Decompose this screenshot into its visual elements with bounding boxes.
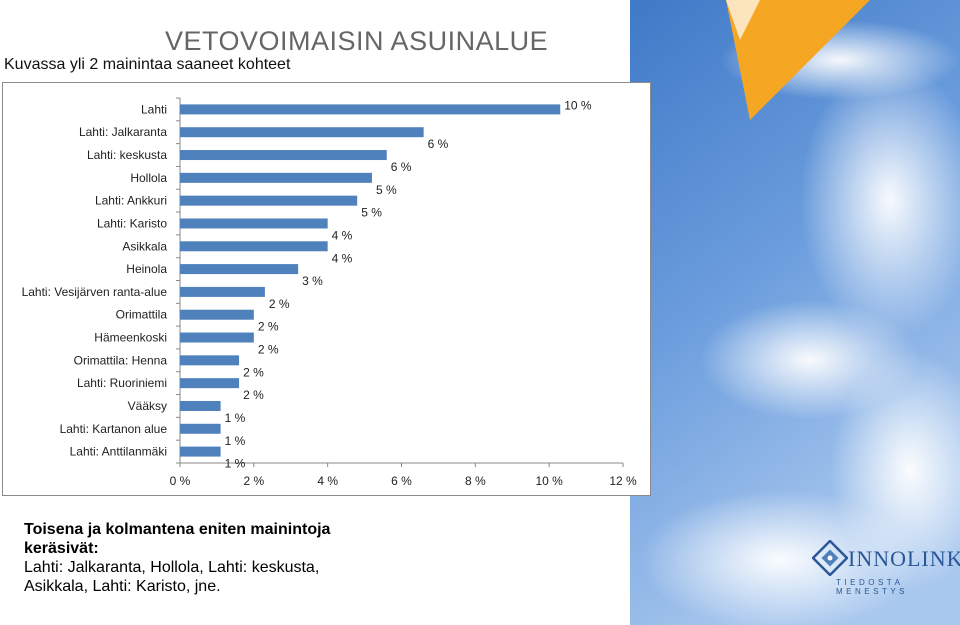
- category-label: Orimattila: [116, 308, 168, 322]
- category-label: Vääksy: [128, 399, 167, 413]
- bar: [180, 378, 240, 389]
- data-label: 2 %: [258, 343, 279, 357]
- category-label: Orimattila: Henna: [74, 353, 168, 367]
- slide-title: VETOVOIMAISIN ASUINALUE: [165, 26, 549, 56]
- category-label: Heinola: [126, 262, 167, 276]
- category-label: Lahti: Kartanon alue: [60, 422, 168, 436]
- x-tick-label: 2 %: [243, 474, 264, 488]
- bar: [180, 241, 328, 252]
- data-label: 2 %: [258, 320, 279, 334]
- bar: [180, 400, 221, 411]
- x-tick-label: 10 %: [535, 474, 563, 488]
- category-label: Lahti: Ruoriniemi: [77, 376, 167, 390]
- data-label: 5 %: [376, 183, 397, 197]
- data-label: 2 %: [243, 388, 264, 402]
- x-tick-label: 4 %: [317, 474, 338, 488]
- bar: [180, 309, 254, 320]
- bar: [180, 104, 561, 115]
- bar: [180, 355, 240, 366]
- logo-name: INNOLINK: [848, 546, 960, 571]
- bar: [180, 218, 328, 229]
- bar: [180, 172, 372, 183]
- category-label: Lahti: keskusta: [87, 148, 167, 162]
- data-label: 3 %: [302, 274, 323, 288]
- sky-background-image: [630, 0, 960, 625]
- x-tick-label: 8 %: [465, 474, 486, 488]
- category-label: Lahti: Jalkaranta: [79, 125, 167, 139]
- x-tick-label: 6 %: [391, 474, 412, 488]
- category-label: Lahti: Ankkuri: [95, 194, 167, 208]
- category-label: Lahti: Vesijärven ranta-alue: [22, 285, 168, 299]
- category-label: Lahti: [141, 102, 167, 116]
- data-label: 1 %: [225, 411, 246, 425]
- footer-note-heading: Toisena ja kolmantena eniten mainintoja …: [24, 521, 331, 557]
- category-label: Hollola: [130, 171, 167, 185]
- bar: [180, 264, 299, 275]
- data-label: 1 %: [225, 434, 246, 448]
- data-label: 4 %: [332, 228, 353, 242]
- slide-subtitle: Kuvassa yli 2 mainintaa saaneet kohteet: [4, 56, 291, 73]
- x-tick-label: 0 %: [170, 474, 191, 488]
- bar-chart: 0 % 2 % 4 % 6 % 8 % 10 % 12 % Lahti 10 % Lahti: J…: [22, 97, 637, 488]
- company-logo: INNOLINK TIEDOSTA MENESTYS: [812, 538, 960, 598]
- category-label: Lahti: Anttilanmäki: [70, 445, 167, 459]
- data-label: 4 %: [332, 251, 353, 265]
- data-label: 2 %: [243, 365, 264, 379]
- category-label: Hämeenkoski: [94, 331, 167, 345]
- bar: [180, 446, 221, 457]
- data-label: 6 %: [391, 160, 412, 174]
- data-label: 10 %: [564, 98, 592, 112]
- bar: [180, 127, 424, 138]
- bar: [180, 150, 387, 161]
- logo-tagline: TIEDOSTA MENESTYS: [836, 578, 909, 596]
- bar: [180, 423, 221, 434]
- data-label: 5 %: [361, 206, 382, 220]
- category-label: Asikkala: [122, 239, 167, 253]
- category-label: Lahti: Karisto: [97, 216, 167, 230]
- footer-note: Toisena ja kolmantena eniten mainintoja …: [24, 520, 384, 596]
- data-label: 2 %: [269, 297, 290, 311]
- data-label: 1 %: [225, 457, 246, 471]
- bar: [180, 286, 265, 297]
- data-label: 6 %: [428, 137, 449, 151]
- footer-note-body: Lahti: Jalkaranta, Hollola, Lahti: kesku…: [24, 559, 320, 595]
- bar: [180, 195, 358, 206]
- innolink-emblem-icon: [812, 540, 848, 576]
- chart-area: 0 % 2 % 4 % 6 % 8 % 10 % 12 % Lahti 10 % Lahti: J…: [2, 82, 651, 496]
- bar: [180, 332, 254, 343]
- x-tick-label: 12 %: [609, 474, 637, 488]
